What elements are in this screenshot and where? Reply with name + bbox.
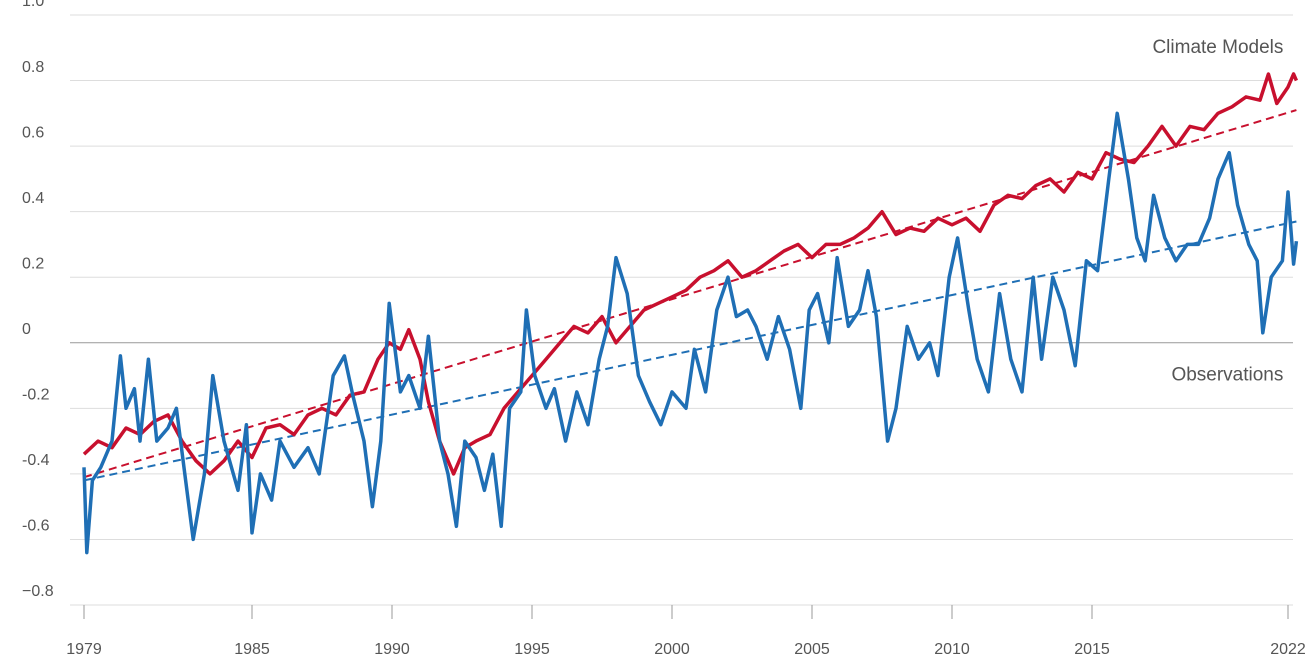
y-tick-label: 0.8 — [22, 59, 44, 76]
trend-line — [83, 220, 1297, 482]
x-tick-label: 1985 — [234, 641, 270, 658]
x-tick-label: 2010 — [934, 641, 970, 658]
x-tick-label: 1979 — [66, 641, 102, 658]
y-tick-label: 0.2 — [22, 255, 44, 272]
x-tick-label: 2015 — [1074, 641, 1110, 658]
y-tick-label: 0.4 — [22, 190, 44, 207]
annotation: Climate Models — [1152, 37, 1283, 58]
annotation: Observations — [1171, 365, 1283, 386]
x-tick-label: 1995 — [514, 641, 550, 658]
y-tick-label: 0.6 — [22, 124, 44, 141]
y-tick-label: -0.6 — [22, 518, 50, 535]
data-line — [82, 111, 1299, 555]
y-tick-label: 0 — [22, 321, 31, 338]
trend-line — [83, 109, 1297, 479]
x-tick-label: 2022 — [1270, 641, 1306, 658]
y-tick-label: −0.8 — [22, 583, 54, 600]
y-tick-label: -0.2 — [22, 387, 50, 404]
x-tick-label: 2000 — [654, 641, 690, 658]
y-tick-label: -0.4 — [22, 452, 50, 469]
x-tick-label: 1990 — [374, 641, 410, 658]
x-tick-label: 2005 — [794, 641, 830, 658]
y-tick-label: 1.0 — [22, 0, 44, 10]
data-line — [82, 72, 1299, 476]
